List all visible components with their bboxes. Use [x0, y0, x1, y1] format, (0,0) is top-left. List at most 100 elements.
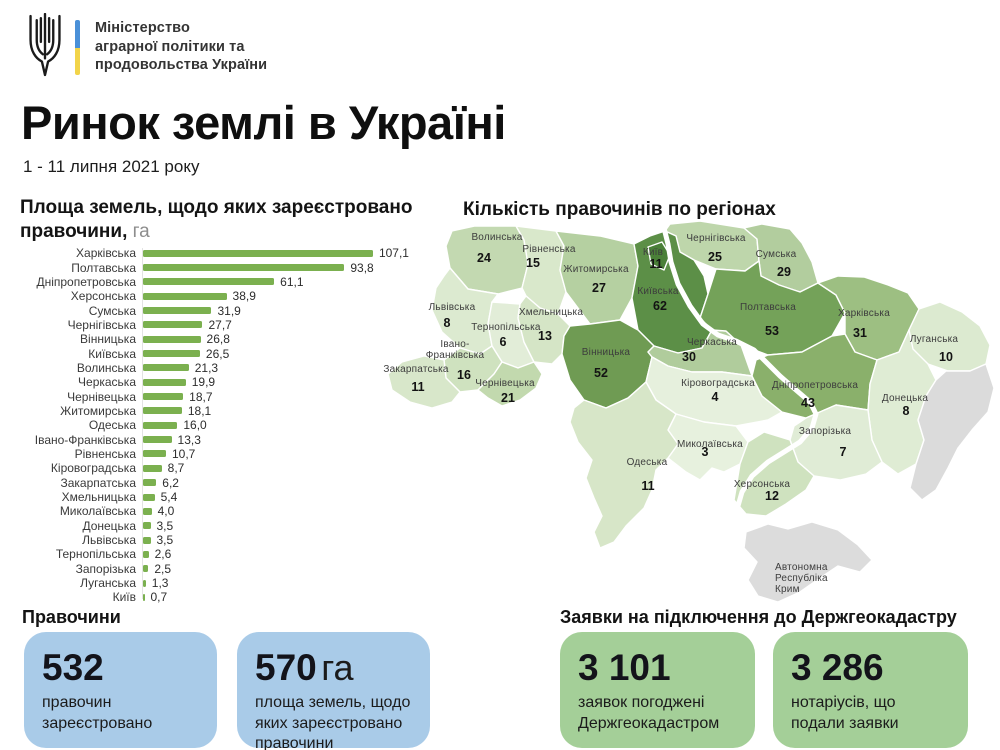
stat-value: 532: [42, 647, 104, 688]
bar: [143, 264, 345, 272]
region-name-label: Київ: [643, 247, 663, 258]
bar-value-label: 1,3: [151, 576, 169, 591]
region-name-label: Чернівецька: [475, 378, 535, 389]
bar-category-label: Донецька: [82, 518, 136, 533]
region-name-label: Кіровоградська: [681, 378, 755, 389]
region-name-label: Донецька: [882, 393, 928, 404]
bar-category-label: Кіровоградська: [50, 461, 136, 476]
bar-row: Сумська 31,9: [17, 303, 409, 318]
region-value-label: 3: [702, 445, 709, 459]
region-value-label: 27: [592, 281, 606, 295]
bar-value-label: 16,0: [183, 418, 207, 433]
bar-value-label: 13,3: [177, 432, 201, 447]
bar: [143, 493, 155, 501]
region-name-label: Харківська: [838, 308, 890, 319]
bar-chart-axis-line: [142, 248, 143, 599]
bar-value-label: 0,7: [150, 590, 168, 605]
region-value-label: 11: [649, 257, 662, 271]
region-value-label: 30: [682, 350, 696, 364]
bar-value-label: 4,0: [157, 504, 175, 519]
bar-value-label: 18,7: [189, 389, 213, 404]
bar: [143, 550, 149, 558]
region-odesa: [569, 381, 679, 549]
region-value-label: 6: [500, 335, 507, 349]
bar-value-label: 26,5: [205, 346, 230, 361]
bar: [143, 307, 212, 315]
region-value-label: 11: [641, 479, 654, 493]
region-name-label: Херсонська: [734, 479, 791, 490]
region-kyiv-city: [647, 241, 671, 271]
bar: [143, 536, 151, 544]
bar-chart-title: Площа земель, щодо яких зареєстровано пр…: [20, 196, 460, 244]
region-name-label: Хмельницька: [519, 307, 583, 318]
ukraine-flag-stripe: [75, 20, 80, 75]
stat-card-applications-approved: 3 101 заявок погоджені Держгеокадастром: [560, 632, 755, 748]
flag-blue-half: [75, 20, 80, 48]
bar: [143, 507, 152, 515]
bar-category-label: Запорізька: [75, 561, 136, 576]
bar-value-label: 3,5: [156, 533, 174, 548]
region-zakarpattia: [387, 355, 461, 409]
bar-category-label: Полтавська: [71, 260, 136, 275]
bar-category-label: Миколаївська: [59, 504, 136, 519]
region-value-label: 7: [840, 445, 847, 459]
bar-chart-title-line1: Площа земель, щодо яких зареєстровано: [20, 197, 413, 218]
region-name-label: Автономна: [775, 562, 828, 573]
bar-row: Донецька 3,5: [17, 519, 409, 533]
bar-chart-unit: га: [132, 221, 150, 242]
applications-section-title: Заявки на підключення до Держгеокадастру: [560, 607, 957, 627]
stat-card-notaries: 3 286 нотаріусів, що подали заявки: [773, 632, 968, 748]
bar: [143, 479, 157, 487]
bar: [143, 378, 186, 386]
region-value-label: 16: [457, 368, 471, 382]
bar-category-label: Львівська: [82, 533, 136, 548]
flag-yellow-half: [75, 47, 80, 75]
region-name-label: Дніпропетровська: [772, 380, 858, 391]
stat-card-deals-count: 532 правочин зареєстровано: [24, 632, 217, 748]
bar: [143, 436, 172, 444]
dnipro-river: [661, 225, 819, 509]
bar-value-label: 19,9: [191, 375, 216, 390]
region-crimea: [743, 521, 873, 603]
bar: [143, 321, 203, 329]
bar-category-label: Вінницька: [80, 332, 136, 347]
bar: [143, 579, 146, 587]
bar-value-label: 38,9: [232, 289, 256, 304]
page-subtitle: 1 - 11 липня 2021 року: [23, 157, 200, 176]
region-name-label: Франківська: [426, 350, 485, 361]
region-name-label: Львівська: [429, 302, 476, 313]
region-value-label: 52: [594, 366, 608, 380]
bar: [143, 421, 178, 429]
region-value-label: 12: [765, 489, 779, 503]
bar: [143, 593, 145, 601]
region-value-label: 25: [708, 250, 722, 264]
bar-value-label: 61,1: [280, 274, 304, 289]
stat-card-deals-area: 570 га площа земель, щодо яких зареєстро…: [237, 632, 430, 750]
ministry-name-line: Міністерство: [95, 20, 190, 36]
bar-category-label: Черкаська: [78, 375, 136, 390]
bar: [143, 393, 184, 401]
bar: [143, 292, 227, 300]
bar-category-label: Чернігівська: [67, 317, 136, 332]
region-name-label: Тернопільська: [471, 322, 541, 333]
bar-row: Київ 0,7: [17, 590, 409, 604]
region-name-label: Одеська: [627, 457, 668, 468]
region-name-label: Івано-: [440, 339, 469, 350]
trident-logo-icon: [29, 13, 61, 77]
bar-chart-title-line2: правочини,: [20, 221, 128, 242]
region-name-label: Крим: [775, 584, 800, 595]
region-value-label: 13: [538, 329, 552, 343]
region-value-label: 8: [444, 316, 451, 330]
bar-value-label: 10,7: [171, 446, 196, 461]
bar-category-label: Івано-Франківська: [34, 432, 136, 447]
bar-row: Черкаська 19,9: [17, 375, 409, 389]
region-value-label: 31: [853, 326, 867, 340]
region-name-label: Миколаївська: [677, 439, 743, 450]
bar-row: Полтавська 93,8: [17, 260, 409, 275]
occupied-area: [909, 363, 995, 501]
bar-value-label: 27,7: [208, 317, 232, 332]
bar: [143, 249, 373, 257]
stat-label: заявок погоджені Держгеокадастром: [578, 694, 720, 732]
bar: [143, 364, 189, 372]
